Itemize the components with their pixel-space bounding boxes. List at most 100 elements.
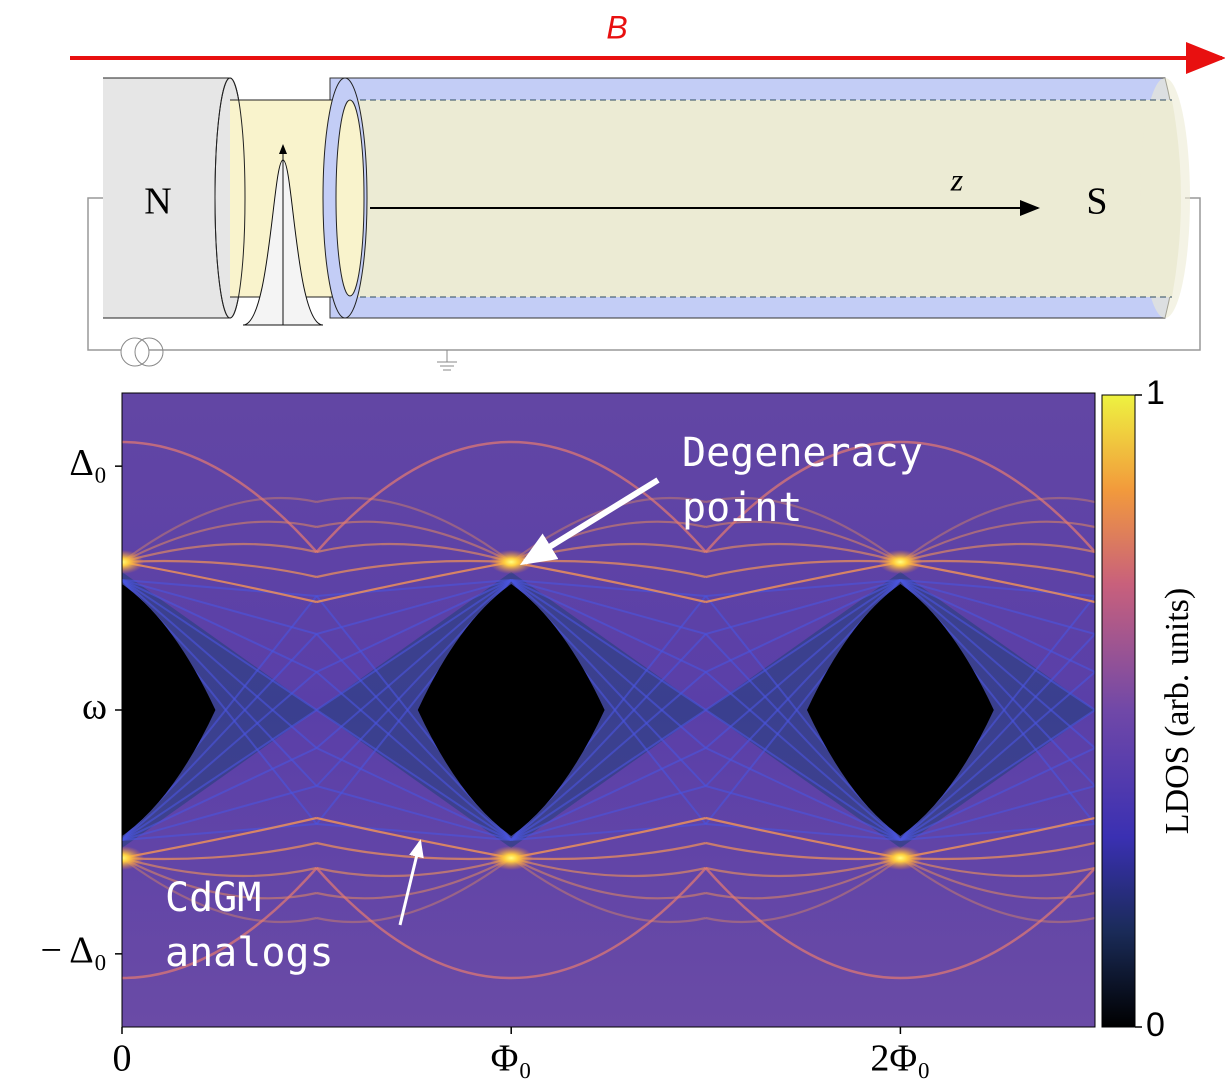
cdgm-arc [704,440,1095,553]
band-line [705,671,902,841]
cdgm-arc [315,867,707,980]
cdgm-arc [122,858,123,860]
cdgm-arc [122,562,123,564]
band-line [316,747,512,841]
field-label: B [606,9,627,45]
cdgm-arc [705,559,901,579]
band-line [705,785,901,841]
band-line [315,671,512,841]
band-line [900,579,1095,597]
band-line [122,838,123,840]
annotation-arrow [398,839,424,926]
gap-region [806,584,994,836]
cdgm-arc [122,560,123,562]
band-line [900,579,1095,635]
cdgm-arc [511,841,707,861]
band-line [510,579,707,673]
cdgm-arc [900,560,1095,604]
band-line [122,579,318,711]
annotation: CdGM [165,875,261,921]
band-line [510,747,707,841]
left-label: N [144,181,171,223]
cdgm-arc [122,857,317,924]
band-line [122,671,318,841]
source [134,337,164,367]
right-label: S [1086,181,1107,223]
cdgm-arc [900,542,1095,564]
degeneracy-glow [878,846,923,870]
band-line [122,709,318,841]
band-line [316,785,512,841]
cdgm-arc [316,496,512,563]
cdgm-arc [704,867,1095,980]
band-line [705,747,901,841]
band-line [122,747,318,841]
band-line [900,785,1095,841]
band-line [122,580,123,582]
cdgm-arc [122,856,317,878]
cdgm-arc [705,841,901,861]
band-line [122,580,123,582]
degeneracy-glow [122,550,144,574]
band-line [122,580,123,582]
band-line [511,579,706,597]
band-line [510,671,707,841]
cdgm-arc [899,857,1095,924]
band-line [122,785,317,841]
normal-lead [103,78,230,318]
band-line [316,579,512,597]
cdgm-arc [122,857,317,900]
colorbar-tick-label: 0 [1146,1006,1165,1044]
cdgm-arc [122,559,317,579]
y-tick-label: Δ₀ [69,442,107,484]
cdgm-arc [705,816,901,860]
cdgm-arc [316,857,512,924]
band-line [705,823,901,841]
degeneracy-glow [878,550,923,574]
gap-region [417,584,605,836]
cdgm-arc [122,496,317,563]
cdgm-arc [122,542,317,564]
band-line [316,709,512,841]
cdgm-arc [316,857,512,900]
annotation: analogs [165,930,334,976]
colorbar-tick-label: 1 [1146,374,1165,412]
cdgm-arc [705,542,901,564]
band-line [705,579,901,673]
degeneracy-glow [122,846,144,870]
band-line [510,785,707,841]
cdgm-arc [122,858,123,860]
y-tick-label: − Δ₀ [40,930,107,972]
cdgm-arc [316,520,512,563]
cdgm-arc [705,520,901,563]
cdgm-arc [122,560,123,562]
band-line [122,838,123,840]
cdgm-arc [899,857,1095,900]
band-line [122,823,317,841]
cdgm-arc [316,816,512,860]
cdgm-arc [899,496,1095,563]
band-line [705,579,902,749]
band-line [315,579,512,749]
ground [437,350,457,371]
cdgm-arc [122,858,123,860]
band-line [510,579,707,711]
band-line [511,823,706,841]
x-tick-label: Φ₀ [491,1038,532,1080]
band-line [899,671,1095,841]
cdgm-arc [316,560,512,604]
heatmap [122,393,1095,1027]
band-line [510,579,707,749]
band-line [705,579,901,711]
band-line [122,579,318,673]
annotation-arrow [519,477,660,566]
cdgm-arc [122,560,123,562]
annotation: Degeneracy [682,430,923,476]
x-tick-label: 2Φ₀ [870,1038,930,1080]
cdgm-arc [705,856,901,878]
cdgm-arc [705,857,902,924]
cdgm-arc [316,542,512,564]
degeneracy-glow [489,846,534,870]
band-line [122,579,317,597]
